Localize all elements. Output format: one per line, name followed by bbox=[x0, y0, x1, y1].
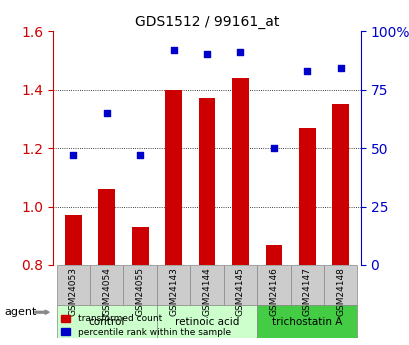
Point bbox=[70, 152, 76, 158]
Text: GSM24053: GSM24053 bbox=[69, 267, 78, 316]
Point bbox=[270, 145, 276, 151]
Text: trichostatin A: trichostatin A bbox=[272, 317, 342, 327]
FancyBboxPatch shape bbox=[256, 265, 290, 305]
Text: GSM24054: GSM24054 bbox=[102, 267, 111, 316]
Bar bbox=[265, 245, 281, 265]
FancyBboxPatch shape bbox=[323, 265, 357, 305]
Bar bbox=[98, 189, 115, 265]
FancyBboxPatch shape bbox=[157, 305, 256, 338]
Text: GSM24148: GSM24148 bbox=[335, 267, 344, 316]
Point bbox=[237, 49, 243, 55]
Bar bbox=[298, 128, 315, 265]
Text: GSM24145: GSM24145 bbox=[236, 267, 244, 316]
FancyBboxPatch shape bbox=[190, 265, 223, 305]
Text: GSM24146: GSM24146 bbox=[269, 267, 278, 316]
Text: GSM24147: GSM24147 bbox=[302, 267, 311, 316]
Point bbox=[137, 152, 143, 158]
Title: GDS1512 / 99161_at: GDS1512 / 99161_at bbox=[135, 14, 279, 29]
FancyBboxPatch shape bbox=[56, 305, 157, 338]
Point bbox=[337, 66, 343, 71]
FancyBboxPatch shape bbox=[157, 265, 190, 305]
Text: GSM24143: GSM24143 bbox=[169, 267, 178, 316]
FancyBboxPatch shape bbox=[290, 265, 323, 305]
Bar bbox=[332, 104, 348, 265]
Text: control: control bbox=[88, 317, 125, 327]
Legend: transformed count, percentile rank within the sample: transformed count, percentile rank withi… bbox=[58, 311, 234, 341]
Bar bbox=[165, 90, 182, 265]
Bar bbox=[65, 215, 81, 265]
FancyBboxPatch shape bbox=[56, 265, 90, 305]
Text: GSM24144: GSM24144 bbox=[202, 267, 211, 316]
FancyBboxPatch shape bbox=[256, 305, 357, 338]
Text: retinoic acid: retinoic acid bbox=[174, 317, 239, 327]
Bar bbox=[231, 78, 248, 265]
Point bbox=[103, 110, 110, 116]
FancyBboxPatch shape bbox=[223, 265, 256, 305]
Text: agent: agent bbox=[4, 307, 36, 317]
FancyBboxPatch shape bbox=[90, 265, 123, 305]
Point bbox=[303, 68, 310, 73]
Point bbox=[170, 47, 176, 52]
FancyBboxPatch shape bbox=[123, 265, 157, 305]
Text: GSM24055: GSM24055 bbox=[135, 267, 144, 316]
Bar bbox=[132, 227, 148, 265]
Point bbox=[203, 52, 210, 57]
Bar bbox=[198, 98, 215, 265]
